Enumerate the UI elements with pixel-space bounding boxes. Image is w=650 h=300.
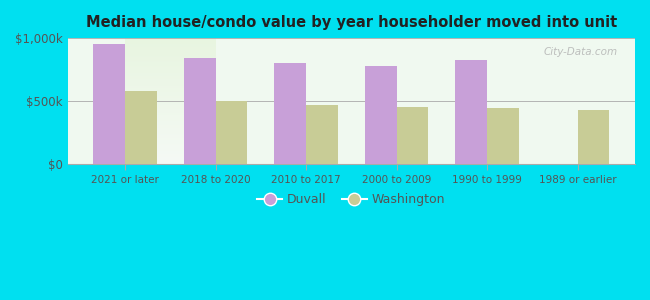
Bar — [94, 44, 125, 164]
Bar — [306, 105, 338, 164]
Bar — [216, 101, 247, 164]
Bar — [274, 63, 306, 164]
Bar — [456, 60, 487, 164]
Text: City-Data.com: City-Data.com — [544, 47, 618, 57]
Bar — [396, 107, 428, 164]
Title: Median house/condo value by year householder moved into unit: Median house/condo value by year househo… — [86, 15, 617, 30]
Bar — [578, 110, 609, 164]
Bar — [184, 58, 216, 164]
Legend: Duvall, Washington: Duvall, Washington — [252, 188, 450, 211]
Bar — [487, 108, 519, 164]
Bar — [125, 91, 157, 164]
Bar — [365, 66, 396, 164]
